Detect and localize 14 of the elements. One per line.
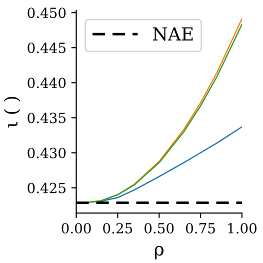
y-tick-label: 0.425: [28, 182, 66, 194]
y-tick-label: 0.435: [28, 112, 66, 124]
x-axis-title: ρ: [154, 246, 164, 260]
y-tick-label: 0.430: [28, 148, 66, 158]
x-tick-label: 0.75: [186, 222, 215, 234]
x-tick-label: 0.25: [103, 222, 132, 234]
y-tick-label: 0.450: [28, 8, 66, 18]
y-tick-label: 0.445: [28, 42, 66, 54]
x-tick-label: 0.00: [62, 222, 91, 234]
x-tick-label: 1.00: [228, 222, 256, 234]
x-tick-label: 0.50: [144, 222, 174, 234]
y-tick-label: 0.440: [28, 78, 66, 88]
legend-label: NAE: [152, 27, 193, 41]
y-axis-title: ι ( ): [4, 96, 20, 128]
